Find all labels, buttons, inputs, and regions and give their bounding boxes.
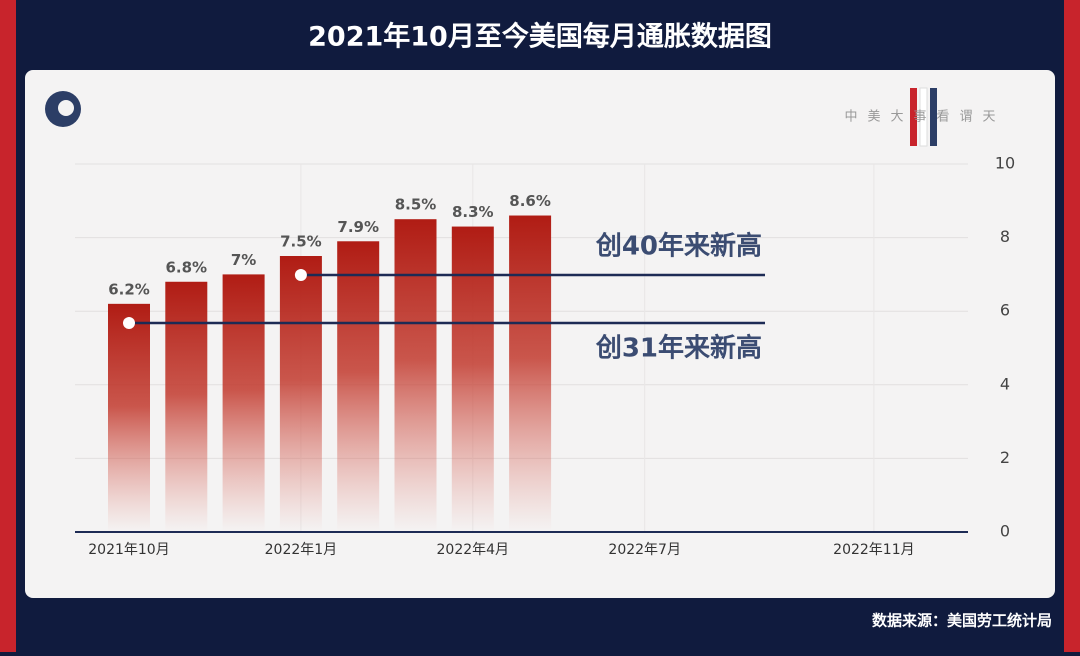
page-title: 2021年10月至今美国每月通胀数据图 [308, 21, 772, 53]
left-stripe [0, 0, 16, 652]
bar [451, 226, 494, 532]
logo-inner [58, 100, 74, 116]
x-tick-label: 2021年10月 [88, 542, 169, 558]
annotation-dot [294, 269, 307, 281]
value-label: 7% [231, 251, 256, 269]
y-tick-label: 0 [1000, 522, 1010, 541]
x-tick-label: 2022年1月 [265, 542, 338, 558]
brand-bar [919, 87, 928, 147]
y-tick-label: 2 [1000, 448, 1010, 467]
value-label: 8.6% [509, 192, 551, 210]
annotation-dot [123, 317, 135, 329]
value-label: 7.9% [337, 218, 379, 236]
bar [509, 215, 552, 532]
x-tick-label: 2022年4月 [437, 542, 510, 558]
brand: 中美大事看谓天 [844, 109, 1005, 125]
plot: 0 2 4 6 8 10 2021年10月 2022年1月 2022年4月 2022年7月 2022… [75, 154, 1015, 558]
y-tick-label: 4 [1000, 374, 1010, 393]
bar [222, 274, 265, 532]
y-tick-label: 8 [1000, 227, 1010, 246]
bar [279, 256, 322, 532]
x-tick-label: 2022年7月 [608, 542, 681, 558]
brand-bar [930, 88, 937, 146]
value-label: 6.2% [108, 280, 150, 298]
bar [108, 303, 150, 532]
value-label: 8.5% [395, 196, 437, 214]
y-tick-label: 6 [1000, 301, 1010, 320]
value-label: 6.8% [165, 258, 207, 276]
value-label: 8.3% [452, 203, 494, 221]
y-tick-label: 10 [995, 154, 1015, 173]
value-label: 7.5% [280, 233, 322, 251]
annotation: 创40年来新高 [595, 231, 762, 262]
bar [394, 219, 437, 532]
right-stripe [1064, 0, 1080, 652]
bar [165, 281, 208, 532]
annotation: 创31年来新高 [595, 333, 762, 364]
source: 数据来源：美国劳工统计局 [872, 612, 1052, 630]
x-tick-label: 2022年11月 [833, 542, 914, 558]
brand-bar [910, 88, 917, 146]
bar [337, 241, 380, 532]
